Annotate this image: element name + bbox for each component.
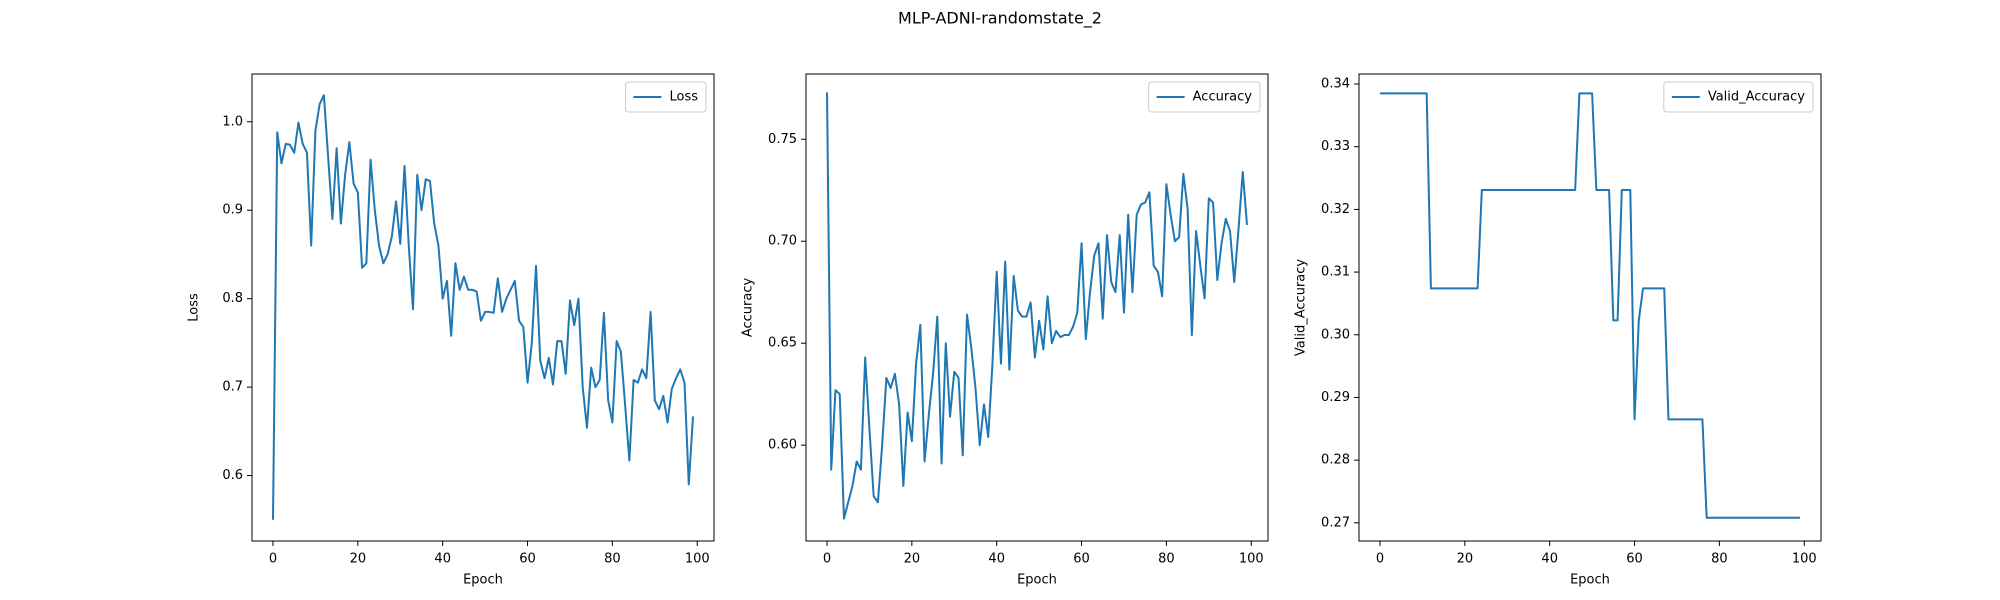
legend-box bbox=[1148, 81, 1261, 113]
y-tick-label: 0.60 bbox=[768, 438, 797, 453]
x-tick-label: 80 bbox=[1711, 552, 1728, 567]
x-tick-label: 80 bbox=[1158, 552, 1175, 567]
x-tick-label: 20 bbox=[1457, 552, 1474, 567]
legend-box bbox=[624, 81, 707, 113]
y-tick-label: 0.33 bbox=[1321, 139, 1350, 154]
x-tick-label: 100 bbox=[1239, 552, 1264, 567]
y-tick-label: 0.8 bbox=[222, 291, 243, 306]
line-series bbox=[272, 94, 694, 520]
x-tick-label: 40 bbox=[988, 552, 1005, 567]
axes-frame bbox=[805, 73, 1269, 542]
y-tick-label: 0.29 bbox=[1321, 390, 1350, 405]
y-tick-label: 0.32 bbox=[1321, 202, 1350, 217]
y-tick-label: 1.0 bbox=[222, 114, 243, 129]
y-axis-label: Loss bbox=[187, 293, 202, 322]
x-axis-label: Epoch bbox=[1570, 573, 1610, 588]
line-series bbox=[826, 92, 1248, 520]
y-tick-label: 0.30 bbox=[1321, 327, 1350, 342]
legend: Valid_Accuracy bbox=[1663, 81, 1814, 113]
x-tick-label: 60 bbox=[519, 552, 536, 567]
y-tick-label: 0.28 bbox=[1321, 453, 1350, 468]
x-tick-label: 0 bbox=[1376, 552, 1384, 567]
y-tick-label: 0.65 bbox=[768, 336, 797, 351]
x-tick-label: 20 bbox=[904, 552, 921, 567]
axes-frame bbox=[1358, 73, 1822, 542]
y-tick-label: 0.31 bbox=[1321, 265, 1350, 280]
y-axis-label: Valid_Accuracy bbox=[1294, 259, 1309, 356]
x-tick-label: 40 bbox=[434, 552, 451, 567]
x-tick-label: 60 bbox=[1073, 552, 1090, 567]
x-tick-label: 0 bbox=[269, 552, 277, 567]
legend-label: Valid_Accuracy bbox=[1708, 90, 1805, 105]
y-tick-label: 0.7 bbox=[222, 380, 243, 395]
legend-box bbox=[1663, 81, 1814, 113]
legend: Accuracy bbox=[1148, 81, 1261, 113]
line-series bbox=[1380, 92, 1800, 519]
x-axis-label: Epoch bbox=[463, 573, 503, 588]
y-tick-label: 0.34 bbox=[1321, 77, 1350, 92]
y-axis-label: Accuracy bbox=[741, 278, 756, 338]
x-tick-label: 100 bbox=[1792, 552, 1817, 567]
legend: Loss bbox=[624, 81, 707, 113]
axes-frame bbox=[251, 73, 715, 542]
x-tick-label: 40 bbox=[1541, 552, 1558, 567]
legend-label: Accuracy bbox=[1193, 90, 1253, 105]
x-tick-label: 0 bbox=[823, 552, 831, 567]
legend-label: Loss bbox=[669, 90, 698, 105]
x-axis-label: Epoch bbox=[1017, 573, 1057, 588]
y-tick-label: 0.70 bbox=[768, 234, 797, 249]
y-tick-label: 0.75 bbox=[768, 132, 797, 147]
x-tick-label: 100 bbox=[685, 552, 710, 567]
y-tick-label: 0.27 bbox=[1321, 515, 1350, 530]
y-tick-label: 0.9 bbox=[222, 203, 243, 218]
figure-title: MLP-ADNI-randomstate_2 bbox=[898, 9, 1102, 29]
x-tick-label: 60 bbox=[1626, 552, 1643, 567]
y-tick-label: 0.6 bbox=[222, 468, 243, 483]
x-tick-label: 20 bbox=[350, 552, 367, 567]
x-tick-label: 80 bbox=[604, 552, 621, 567]
